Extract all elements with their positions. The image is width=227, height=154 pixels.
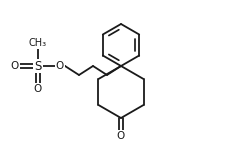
Text: O: O bbox=[56, 61, 64, 71]
Text: O: O bbox=[116, 131, 125, 141]
Text: O: O bbox=[11, 61, 19, 71]
Text: S: S bbox=[34, 59, 42, 73]
Text: O: O bbox=[34, 84, 42, 94]
Text: CH₃: CH₃ bbox=[29, 38, 47, 48]
